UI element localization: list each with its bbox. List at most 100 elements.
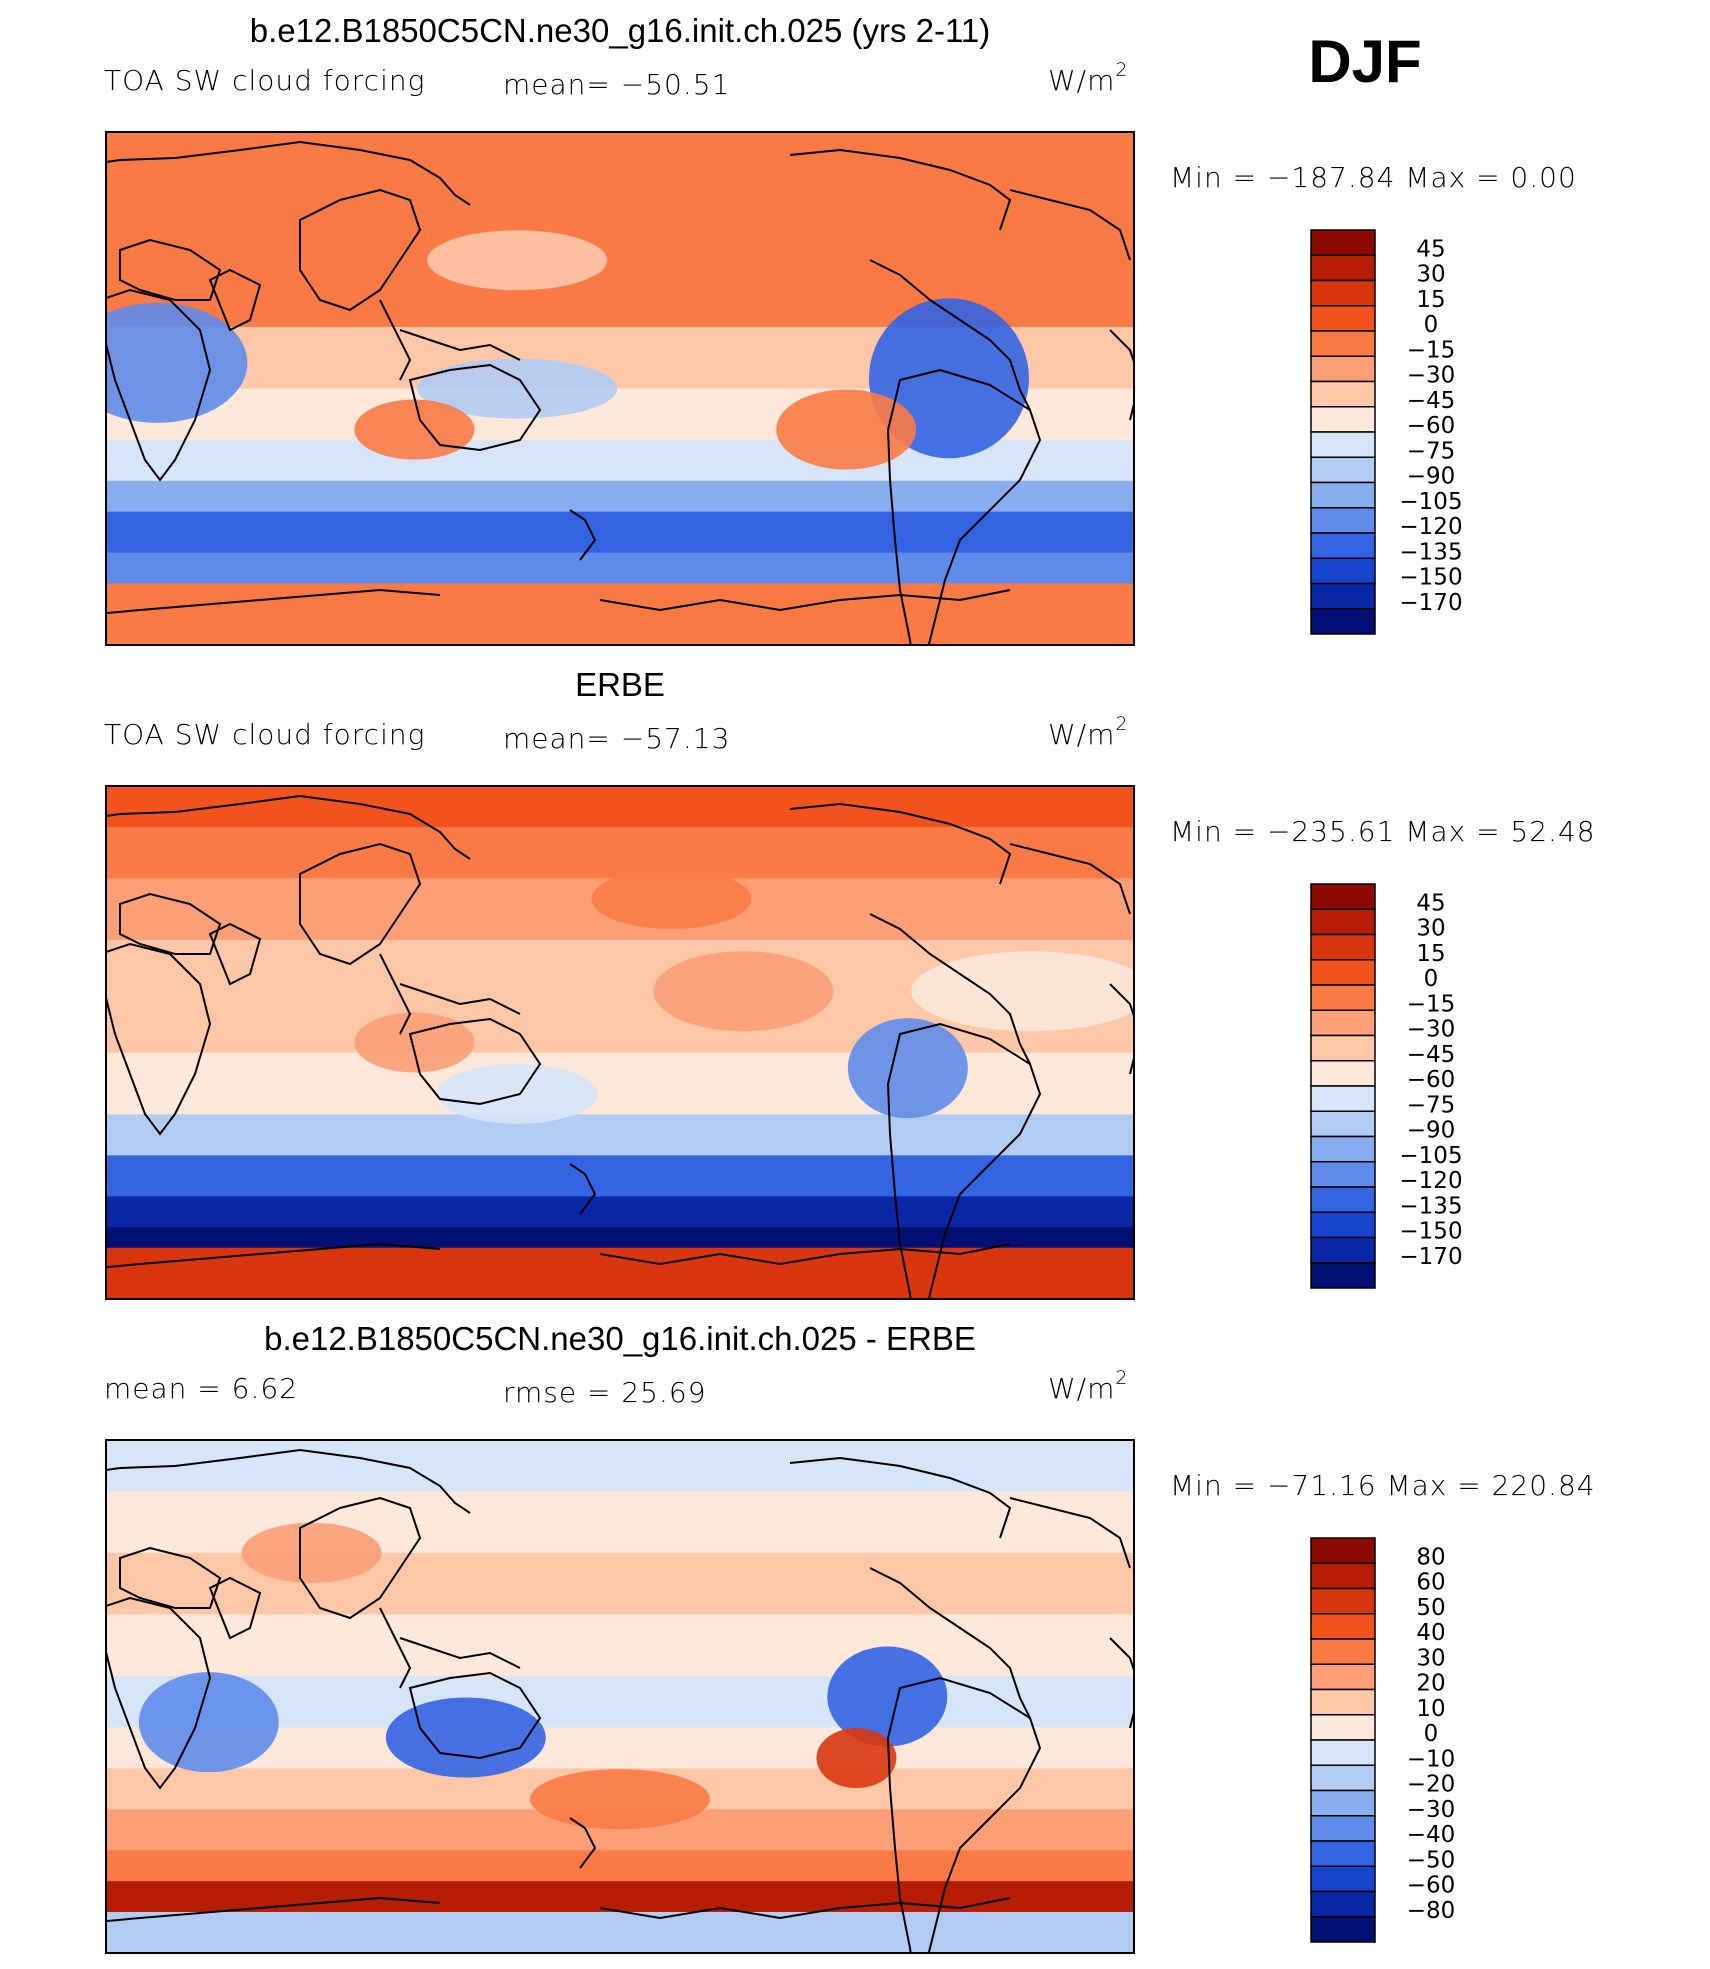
field-band	[106, 827, 1134, 880]
stat-label: mean= −50.51	[503, 68, 730, 101]
colorbar-box	[1310, 1916, 1376, 1943]
colorbar-box	[1310, 1236, 1376, 1264]
colorbar-tick-label: 30	[1416, 916, 1445, 942]
colorbar-tick-label: −15	[1407, 991, 1456, 1017]
field-band	[106, 193, 1134, 257]
colorbar-box	[1310, 229, 1376, 256]
panel-3: b.e12.B1850C5CN.ne30_g16.init.ch.025 - E…	[104, 1320, 1596, 1954]
colorbar-tick-label: −45	[1407, 388, 1456, 414]
field-blob	[530, 1769, 710, 1830]
panel-2: ERBE TOA SW cloud forcing mean= −57.13 W/m2…	[104, 666, 1596, 1300]
units-label: W/m2	[1048, 1367, 1129, 1405]
colorbar-tick-label: 0	[1424, 1721, 1439, 1747]
field-band	[106, 1155, 1134, 1198]
colorbar-box	[1310, 1562, 1376, 1590]
colorbar-box	[1310, 557, 1376, 585]
colorbar-box	[1310, 1764, 1376, 1792]
colorbar-tick-label: 0	[1424, 312, 1439, 338]
colorbar-tick-label: 10	[1416, 1696, 1445, 1722]
colorbar-box	[1310, 355, 1376, 383]
colorbar-tick-label: −30	[1407, 363, 1456, 389]
colorbar-box	[1310, 582, 1376, 610]
colorbar-box	[1310, 1789, 1376, 1817]
minmax-label: Min = −187.84 Max = 0.00	[1170, 161, 1577, 194]
colorbar-box	[1310, 1865, 1376, 1893]
colorbar-box	[1310, 254, 1376, 282]
colorbar-tick-label: −150	[1399, 565, 1462, 591]
panel-title: b.e12.B1850C5CN.ne30_g16.init.ch.025 - E…	[264, 1320, 976, 1357]
field-blob	[816, 1728, 897, 1789]
field-blob	[385, 1697, 546, 1778]
field-band	[106, 1227, 1134, 1249]
variable-label: TOA SW cloud forcing	[104, 718, 425, 751]
colorbar-tick-label: 80	[1416, 1544, 1445, 1570]
minmax-label: Min = −71.16 Max = 220.84	[1170, 1469, 1596, 1502]
colorbar-box	[1310, 1638, 1376, 1665]
colorbar-tick-label: 60	[1416, 1570, 1445, 1596]
colorbar-box	[1310, 1161, 1376, 1188]
colorbar-tick-label: 45	[1416, 236, 1445, 262]
map-field	[106, 786, 1134, 1299]
colorbar-tick-label: 15	[1416, 287, 1445, 313]
colorbar-box	[1310, 1110, 1376, 1138]
colorbar-box	[1310, 1890, 1376, 1918]
colorbar-tick-label: −120	[1399, 1168, 1462, 1194]
stat-label: mean= −57.13	[503, 722, 730, 755]
colorbar-box	[1310, 431, 1376, 458]
field-blob	[591, 868, 752, 929]
colorbar-tick-label: −60	[1407, 1873, 1456, 1899]
colorbar-tick-label: −80	[1407, 1898, 1456, 1924]
colorbar-box	[1310, 1262, 1376, 1289]
colorbar-tick-label: −40	[1407, 1822, 1456, 1848]
field-band	[106, 1614, 1134, 1677]
colorbar-tick-label: −135	[1399, 1193, 1462, 1219]
colorbar-box	[1310, 1840, 1376, 1867]
colorbar-tick-label: −60	[1407, 413, 1456, 439]
map-frame	[105, 1439, 1135, 1954]
colorbar-box	[1310, 1186, 1376, 1213]
colorbar-box	[1310, 507, 1376, 534]
colorbar-box	[1310, 1537, 1376, 1564]
colorbar-box	[1310, 456, 1376, 484]
field-band	[106, 786, 1134, 829]
colorbar-tick-label: −45	[1407, 1042, 1456, 1068]
minmax-label: Min = −235.61 Max = 52.48	[1170, 815, 1596, 848]
colorbar-tick-label: −30	[1407, 1017, 1456, 1043]
colorbar-tick-label: −75	[1407, 1092, 1456, 1118]
colorbar-box	[1310, 1135, 1376, 1163]
field-band	[106, 1114, 1134, 1157]
colorbar-box	[1310, 1060, 1376, 1087]
colorbar-box	[1310, 305, 1376, 332]
field-blob	[827, 1646, 948, 1747]
field-blob	[911, 951, 1134, 1032]
field-blob	[847, 1018, 968, 1119]
colorbar-box	[1310, 406, 1376, 433]
colorbar-tick-label: −75	[1407, 438, 1456, 464]
colorbar-tick-label: 50	[1416, 1595, 1445, 1621]
map-field	[106, 132, 1134, 645]
field-blob	[354, 1012, 475, 1073]
field-band	[106, 1196, 1134, 1229]
colorbar-box	[1310, 380, 1376, 408]
colorbar-box	[1310, 1688, 1376, 1716]
variable-label: TOA SW cloud forcing	[104, 64, 425, 97]
colorbar-tick-label: −135	[1399, 539, 1462, 565]
mean-label: mean = 6.62	[104, 1372, 298, 1405]
map-field	[106, 1440, 1134, 1953]
map-frame	[105, 131, 1135, 646]
field-blob	[776, 389, 917, 470]
colorbar-box	[1310, 1009, 1376, 1037]
panel-title: b.e12.B1850C5CN.ne30_g16.init.ch.025 (yr…	[250, 12, 991, 49]
colorbar-tick-label: 40	[1416, 1620, 1445, 1646]
field-blob	[354, 399, 475, 460]
colorbar-tick-label: −15	[1407, 337, 1456, 363]
field-blob	[653, 951, 834, 1032]
colorbar-box	[1310, 1714, 1376, 1741]
colorbar-box	[1310, 1739, 1376, 1766]
field-band	[106, 1440, 1134, 1493]
colorbar-box	[1310, 481, 1376, 509]
colorbar-tick-label: −10	[1407, 1746, 1456, 1772]
field-band	[106, 1052, 1134, 1116]
panel-1: b.e12.B1850C5CN.ne30_g16.init.ch.025 (yr…	[104, 12, 1577, 646]
field-blob	[417, 358, 618, 419]
